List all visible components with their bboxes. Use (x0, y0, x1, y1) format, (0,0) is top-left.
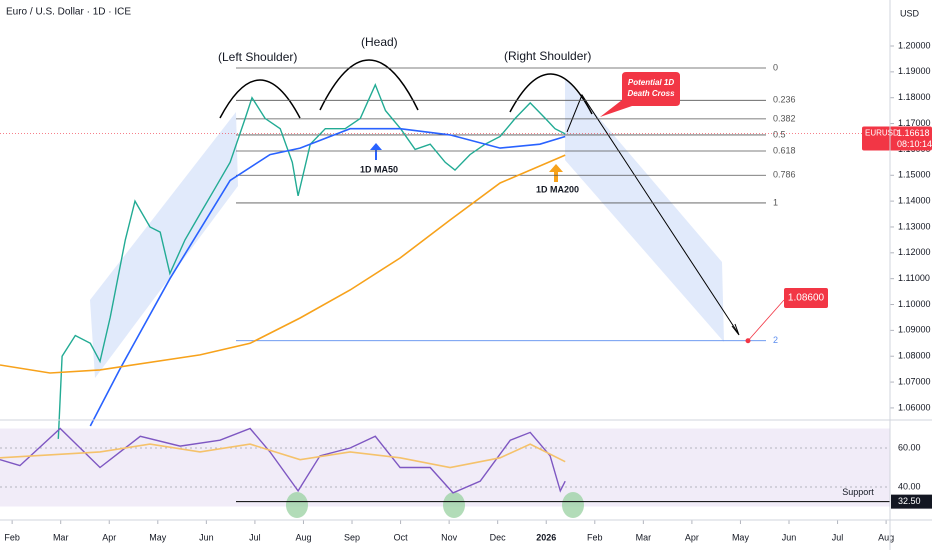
fib-label: 0 (773, 62, 778, 72)
series-line (0, 427, 566, 494)
highlight (443, 492, 465, 518)
y-tick-label: 1.10000 (898, 299, 931, 309)
callout-box: Potential 1D Death Cross (627, 78, 675, 98)
x-tick-label: Dec (490, 532, 507, 542)
x-tick-label: Apr (102, 532, 116, 542)
y-tick-label: 1.20000 (898, 40, 931, 50)
y-tick-label: 1.07000 (898, 376, 931, 386)
highlight (562, 492, 584, 518)
fib-label: 0.5 (773, 129, 786, 139)
countdown: 08:10:14 (897, 139, 932, 149)
y-tick-label: 1.09000 (898, 325, 931, 335)
x-tick-label: Oct (394, 532, 409, 542)
x-tick-label: Mar (636, 532, 652, 542)
x-tick-label: Apr (685, 532, 699, 542)
x-tick-label: 2026 (536, 532, 556, 542)
fib-label: 1 (773, 197, 778, 207)
target-link (747, 299, 785, 341)
annotation: (Left Shoulder) (218, 50, 297, 64)
y-tick-label: 40.00 (898, 481, 921, 491)
series-line (0, 443, 566, 469)
channel (90, 112, 238, 378)
arc (219, 79, 301, 119)
x-tick-label: Feb (4, 532, 20, 542)
callout-text: Potential 1D Death Cross (627, 78, 675, 98)
annotation: (Right Shoulder) (504, 49, 591, 63)
support-value: 32.50 (898, 496, 921, 506)
arrow-head (731, 323, 740, 336)
series-line (89, 127, 566, 427)
x-tick-label: Sep (344, 532, 360, 542)
x-tick-label: May (149, 532, 167, 542)
currency: USD (900, 8, 920, 18)
x-tick-label: Jul (832, 532, 844, 542)
y-tick-label: 1.11000 (898, 273, 930, 283)
y-tick-label: 1.15000 (898, 170, 931, 180)
y-tick-label: 1.08000 (898, 351, 931, 361)
ma-label: 1D MA50 (360, 164, 398, 174)
channel (565, 78, 724, 342)
x-tick-label: Jun (782, 532, 797, 542)
arc (509, 73, 593, 115)
ma200-arrow (549, 164, 563, 182)
support-box (891, 494, 932, 509)
y-tick-label: 1.12000 (898, 247, 931, 257)
x-tick-label: Nov (441, 532, 458, 542)
fib-label: 2 (773, 335, 778, 345)
y-tick-label: 1.06000 (898, 402, 931, 412)
rsi-band (0, 428, 890, 507)
x-tick-label: Jul (249, 532, 261, 542)
last-price: 1.16618 (897, 128, 930, 138)
x-tick-label: Aug (295, 532, 311, 542)
callout (600, 72, 680, 117)
x-tick-label: Aug (878, 532, 894, 542)
y-tick-label: 1.18000 (898, 92, 931, 102)
x-tick-label: Jun (199, 532, 214, 542)
series-line (0, 154, 566, 374)
fib-label: 0.236 (773, 95, 796, 105)
arc (319, 59, 419, 111)
y-tick-label: 60.00 (898, 442, 921, 452)
x-tick-label: Feb (587, 532, 603, 542)
series-line (57, 82, 566, 439)
fib-label: 0.786 (773, 170, 796, 180)
y-tick-label: 1.19000 (898, 66, 931, 76)
fib-label: 0.382 (773, 113, 796, 123)
chart-title: Euro / U.S. Dollar · 1D · ICE (6, 7, 131, 18)
symbol-label: EURUSD (865, 129, 899, 138)
y-tick-label: 1.14000 (898, 195, 931, 205)
x-tick-label: May (732, 532, 750, 542)
x-tick-label: Mar (53, 532, 69, 542)
ma50-arrow (370, 143, 382, 160)
target-box (784, 288, 828, 308)
annotation: (Head) (361, 35, 398, 49)
support-label: Support (842, 487, 874, 497)
projection (566, 93, 739, 334)
target-label: 1.08600 (788, 293, 825, 304)
target-point (745, 338, 751, 344)
highlight (286, 492, 308, 518)
ma-label: 1D MA200 (536, 184, 579, 194)
price-box (862, 126, 932, 151)
y-tick-label: 1.13000 (898, 221, 931, 231)
fib-label: 0.618 (773, 145, 796, 155)
y-tick-label: 1.17000 (898, 118, 931, 128)
